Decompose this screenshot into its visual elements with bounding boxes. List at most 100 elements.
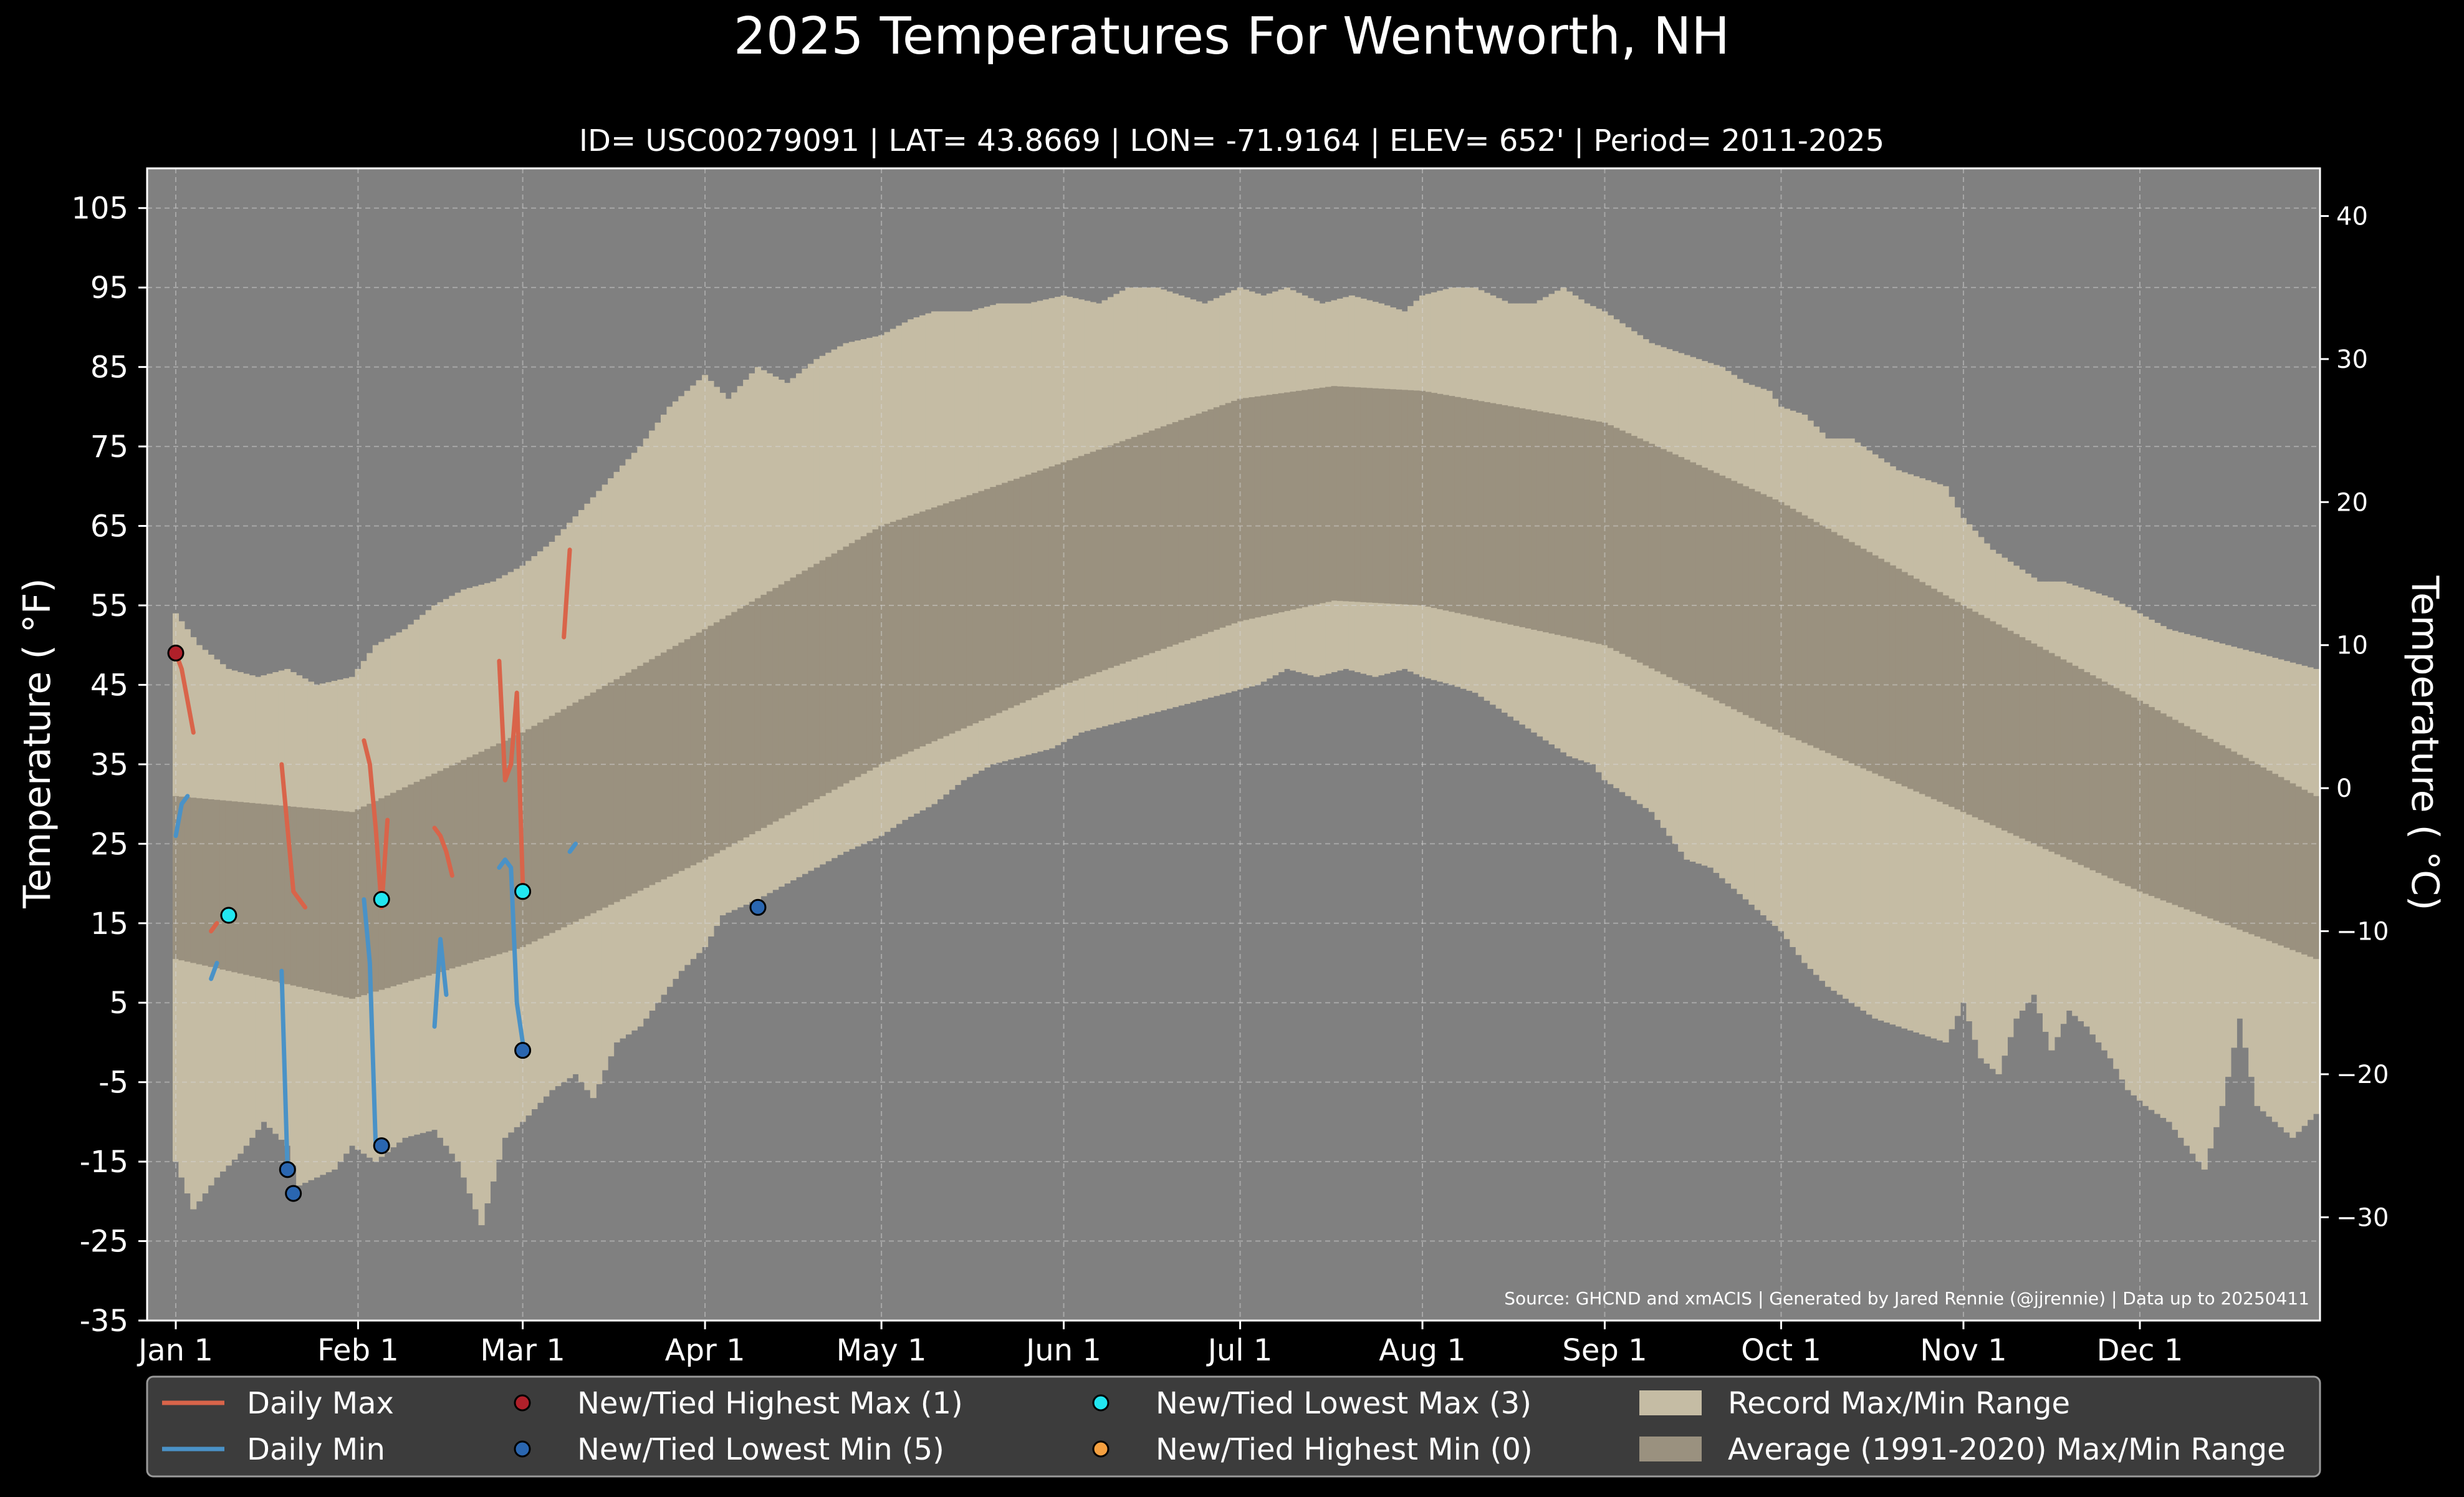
normal-range-bar <box>1007 481 1014 708</box>
normal-range-bar <box>1225 403 1232 626</box>
normal-range-bar <box>855 539 861 777</box>
normal-range-bar <box>2248 761 2255 935</box>
normal-range-bar <box>1401 390 1408 605</box>
normal-range-bar <box>1031 473 1038 698</box>
normal-range-bar <box>942 503 949 736</box>
normal-range-bar <box>1119 441 1126 664</box>
normal-range-bar <box>2048 653 2055 852</box>
normal-range-bar <box>1213 407 1220 630</box>
normal-range-bar <box>1990 621 1997 826</box>
normal-range-bar <box>214 799 221 968</box>
new-lowest-max-marker <box>373 891 390 908</box>
normal-range-bar <box>1019 476 1026 703</box>
x-tick-label: Sep 1 <box>1562 1333 1647 1368</box>
normal-range-bar <box>637 665 644 891</box>
normal-range-bar <box>666 649 673 877</box>
normal-range-bar <box>1854 545 1861 766</box>
new-lowest-min-marker <box>749 898 767 916</box>
normal-range-bar <box>1731 481 1738 710</box>
daily-max-line <box>362 738 390 910</box>
normal-range-bar <box>2283 780 2290 948</box>
normal-range-bar <box>2207 739 2214 919</box>
y-axis-left: 105 95 85 75 65 55 45 35 25 15 5 -5 -15 -25 -35 <box>71 191 147 1339</box>
normal-range-bar <box>2101 681 2108 876</box>
normal-range-bar <box>1131 436 1138 660</box>
legend-dot-swatch <box>1092 1394 1110 1412</box>
normal-range-bar <box>978 491 985 721</box>
normal-range-bar <box>1978 615 1985 821</box>
legend-dot-swatch <box>514 1440 531 1458</box>
normal-range-bar <box>843 546 850 784</box>
normal-range-bar <box>2213 742 2220 921</box>
legend-label: Record Max/Min Range <box>1728 1386 2070 1421</box>
normal-range-bar <box>889 521 896 759</box>
normal-range-bar <box>896 519 903 757</box>
normal-range-bar <box>1419 390 1426 605</box>
normal-range-bar <box>1354 387 1361 602</box>
normal-range-bar <box>613 679 620 902</box>
y-tick-label-right: 10 <box>2336 632 2368 660</box>
normal-range-bar <box>2013 633 2020 836</box>
normal-range-bar <box>1884 562 1891 779</box>
daily-max-line <box>497 658 525 886</box>
normal-range-bar <box>408 784 415 981</box>
normal-range-bar <box>196 798 203 965</box>
daily-max-line <box>279 762 308 910</box>
normal-range-bar <box>1389 389 1396 604</box>
normal-range-bar <box>2031 643 2038 844</box>
normal-range-bar <box>349 812 356 999</box>
x-tick-label: May 1 <box>837 1333 927 1368</box>
normal-range-bar <box>1860 549 1867 769</box>
y-tick-label: 5 <box>109 986 128 1021</box>
x-tick-label: Nov 1 <box>1920 1333 2006 1368</box>
normal-range-bar <box>654 655 661 882</box>
normal-range-bar <box>466 757 473 963</box>
normal-range-bar <box>1190 415 1197 638</box>
normal-range-bar <box>2189 729 2196 912</box>
normal-range-bar <box>1478 401 1485 619</box>
legend-patch-swatch <box>1639 1390 1702 1415</box>
daily-min-line <box>432 936 449 1029</box>
normal-range-bar <box>1866 552 1873 771</box>
normal-range-band <box>172 386 2320 999</box>
x-tick-label: Jan 1 <box>137 1333 213 1368</box>
normal-range-bar <box>461 759 467 965</box>
new-lowest-min-marker <box>285 1185 302 1202</box>
normal-range-bar <box>872 529 879 768</box>
normal-range-bar <box>1572 417 1579 639</box>
normal-range-bar <box>1484 402 1490 620</box>
normal-range-bar <box>696 632 702 863</box>
y-tick-label: 15 <box>90 907 128 941</box>
normal-range-bar <box>1678 457 1685 683</box>
normal-range-bar <box>1737 483 1743 713</box>
y-tick-label: 55 <box>90 589 128 623</box>
normal-range-bar <box>384 795 391 988</box>
normal-range-bar <box>649 659 656 885</box>
x-tick-label: Dec 1 <box>2097 1333 2184 1368</box>
y-tick-label-right: 30 <box>2336 345 2368 374</box>
normal-range-bar <box>990 487 997 716</box>
normal-range-bar <box>972 493 979 724</box>
normal-range-bar <box>1143 432 1149 655</box>
normal-range-bar <box>2271 774 2278 943</box>
normal-range-bar <box>795 574 803 809</box>
normal-range-bar <box>367 804 373 994</box>
normal-range-bar <box>802 570 808 806</box>
normal-range-bar <box>1125 439 1132 662</box>
normal-range-bar <box>1896 569 1902 784</box>
normal-range-bar <box>1790 508 1796 738</box>
normal-range-bar <box>178 796 185 961</box>
normal-range-bar <box>772 587 779 822</box>
normal-range-bar <box>266 804 273 981</box>
normal-range-bar <box>995 484 1002 713</box>
y-tick-label: -15 <box>80 1145 128 1180</box>
y-axis-right: 40 30 20 10 0 −10 −20 −30 <box>2320 202 2389 1232</box>
normal-range-bar <box>1684 460 1690 686</box>
normal-range-bar <box>1719 475 1726 704</box>
daily-max-line <box>432 826 454 878</box>
legend-dot-swatch <box>514 1394 531 1412</box>
normal-range-bar <box>2242 758 2249 932</box>
normal-range-bar <box>2195 732 2202 914</box>
normal-range-bar <box>1819 525 1826 751</box>
normal-range-bar <box>1531 410 1538 630</box>
